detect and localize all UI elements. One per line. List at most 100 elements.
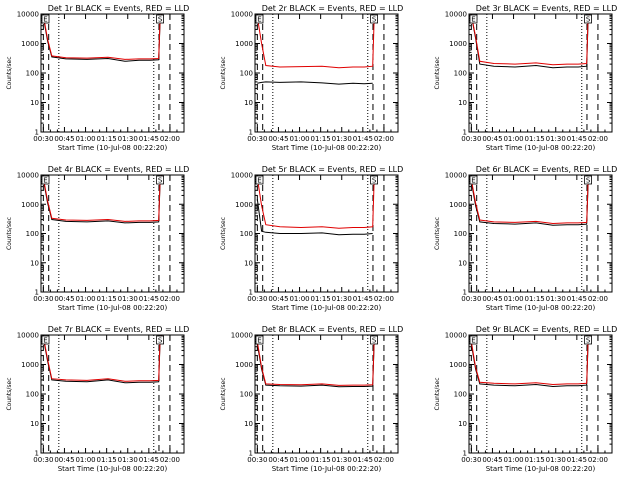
- marker-s: S: [584, 175, 592, 185]
- x-tick-label: 01:45: [353, 295, 373, 303]
- y-tick-label: 1: [463, 289, 467, 297]
- plot-frame: [40, 13, 185, 133]
- x-axis-label: Start Time (10-Jul-08 00:22:20): [272, 144, 382, 152]
- x-tick-label: 02:00: [374, 295, 394, 303]
- marker-e: E: [41, 335, 50, 345]
- x-tick-label: 00:30: [247, 135, 267, 143]
- x-tick-label: 01:00: [289, 135, 309, 143]
- x-tick-label: 01:45: [567, 135, 587, 143]
- detector-panel-1: Det 1r BLACK = Events, RED = LLD Counts/s…: [6, 4, 189, 152]
- x-tick-label: 01:45: [139, 295, 159, 303]
- x-tick-label: 02:00: [160, 456, 180, 464]
- x-tick-label: 01:00: [289, 456, 309, 464]
- y-tick-label: 1: [35, 450, 39, 458]
- marker-label: E: [43, 337, 47, 345]
- y-axis-label: Counts/sec: [434, 56, 441, 89]
- y-tick-label: 10000: [231, 11, 253, 19]
- x-tick-label: 01:30: [546, 456, 566, 464]
- marker-s: S: [584, 335, 592, 345]
- x-tick-label: 02:00: [588, 135, 608, 143]
- x-tick-label: 01:15: [525, 135, 545, 143]
- plot-frame: [254, 334, 399, 454]
- plot-frame: [468, 334, 613, 454]
- y-axis-label: Counts/sec: [6, 217, 13, 250]
- series-events-line: [470, 336, 590, 388]
- series-lld-line: [470, 334, 590, 386]
- series-events-line: [470, 14, 590, 69]
- marker-e: E: [255, 335, 264, 345]
- marker-e: E: [255, 175, 264, 185]
- y-tick-label: 10000: [231, 172, 253, 180]
- marker-label: S: [158, 177, 163, 185]
- y-tick-label: 1000: [235, 40, 253, 48]
- series-lld-line: [42, 334, 162, 382]
- x-axis-label: Start Time (10-Jul-08 00:22:20): [486, 304, 596, 312]
- series-lld-line: [256, 176, 376, 229]
- y-tick-label: 10000: [17, 332, 39, 340]
- marker-s: S: [584, 14, 592, 24]
- x-tick-label: 01:15: [525, 456, 545, 464]
- x-tick-label: 00:30: [461, 456, 481, 464]
- y-tick-label: 10: [458, 259, 467, 267]
- detector-panel-8: Det 8r BLACK = Events, RED = LLD Counts/s…: [220, 325, 403, 473]
- x-tick-label: 01:15: [311, 456, 331, 464]
- y-tick-label: 1000: [21, 201, 39, 209]
- x-tick-label: 01:45: [139, 135, 159, 143]
- detector-panel-2: Det 2r BLACK = Events, RED = LLD Counts/s…: [220, 4, 403, 152]
- panel-title: Det 3r BLACK = Events, RED = LLD: [476, 4, 618, 13]
- y-tick-label: 100: [26, 230, 39, 238]
- detector-panel-6: Det 6r BLACK = Events, RED = LLD Counts/s…: [434, 165, 617, 312]
- detector-panel-9: Det 9r BLACK = Events, RED = LLD Counts/s…: [434, 325, 617, 473]
- panel-title: Det 5r BLACK = Events, RED = LLD: [262, 165, 404, 174]
- x-axis-label: Start Time (10-Jul-08 00:22:20): [486, 465, 596, 473]
- detector-panel-3: Det 3r BLACK = Events, RED = LLD Counts/s…: [434, 4, 617, 152]
- series-events-line: [42, 176, 162, 224]
- marker-e: E: [41, 14, 50, 24]
- x-tick-label: 01:00: [503, 456, 523, 464]
- y-tick-label: 100: [26, 391, 39, 399]
- x-tick-label: 01:45: [567, 456, 587, 464]
- marker-s: S: [156, 335, 164, 345]
- y-tick-label: 10000: [445, 172, 467, 180]
- x-tick-label: 01:15: [311, 295, 331, 303]
- marker-label: S: [158, 337, 163, 345]
- x-tick-label: 01:15: [525, 295, 545, 303]
- marker-s: S: [370, 335, 378, 345]
- x-tick-label: 01:00: [289, 295, 309, 303]
- panel-title: Det 1r BLACK = Events, RED = LLD: [48, 4, 190, 13]
- y-tick-label: 1: [463, 450, 467, 458]
- x-tick-label: 01:30: [546, 295, 566, 303]
- series-lld-line: [256, 336, 376, 386]
- y-tick-label: 1000: [449, 361, 467, 369]
- y-tick-label: 10000: [445, 332, 467, 340]
- x-tick-label: 01:30: [546, 135, 566, 143]
- x-tick-label: 01:30: [332, 135, 352, 143]
- series-events-line: [42, 15, 162, 62]
- y-tick-label: 10: [244, 259, 253, 267]
- x-tick-label: 00:30: [33, 135, 53, 143]
- x-tick-label: 00:30: [33, 295, 53, 303]
- x-tick-label: 01:30: [332, 456, 352, 464]
- y-tick-label: 1: [249, 450, 253, 458]
- y-tick-label: 10: [244, 99, 253, 107]
- x-tick-label: 01:45: [139, 456, 159, 464]
- y-tick-label: 10000: [17, 11, 39, 19]
- x-tick-label: 00:45: [54, 295, 74, 303]
- marker-label: E: [471, 177, 475, 185]
- y-tick-label: 1: [35, 289, 39, 297]
- x-tick-label: 01:30: [118, 295, 138, 303]
- y-tick-label: 10: [30, 259, 39, 267]
- y-axis-label: Counts/sec: [434, 377, 441, 410]
- marker-label: S: [586, 177, 591, 185]
- x-tick-label: 01:00: [75, 135, 95, 143]
- series-lld-line: [42, 174, 162, 222]
- y-axis-label: Counts/sec: [434, 217, 441, 250]
- y-tick-label: 1: [35, 129, 39, 137]
- marker-e: E: [41, 175, 50, 185]
- panel-title: Det 4r BLACK = Events, RED = LLD: [48, 165, 190, 174]
- x-tick-label: 00:45: [482, 135, 502, 143]
- y-tick-label: 10: [244, 420, 253, 428]
- y-tick-label: 10000: [231, 332, 253, 340]
- panel-title: Det 6r BLACK = Events, RED = LLD: [476, 165, 618, 174]
